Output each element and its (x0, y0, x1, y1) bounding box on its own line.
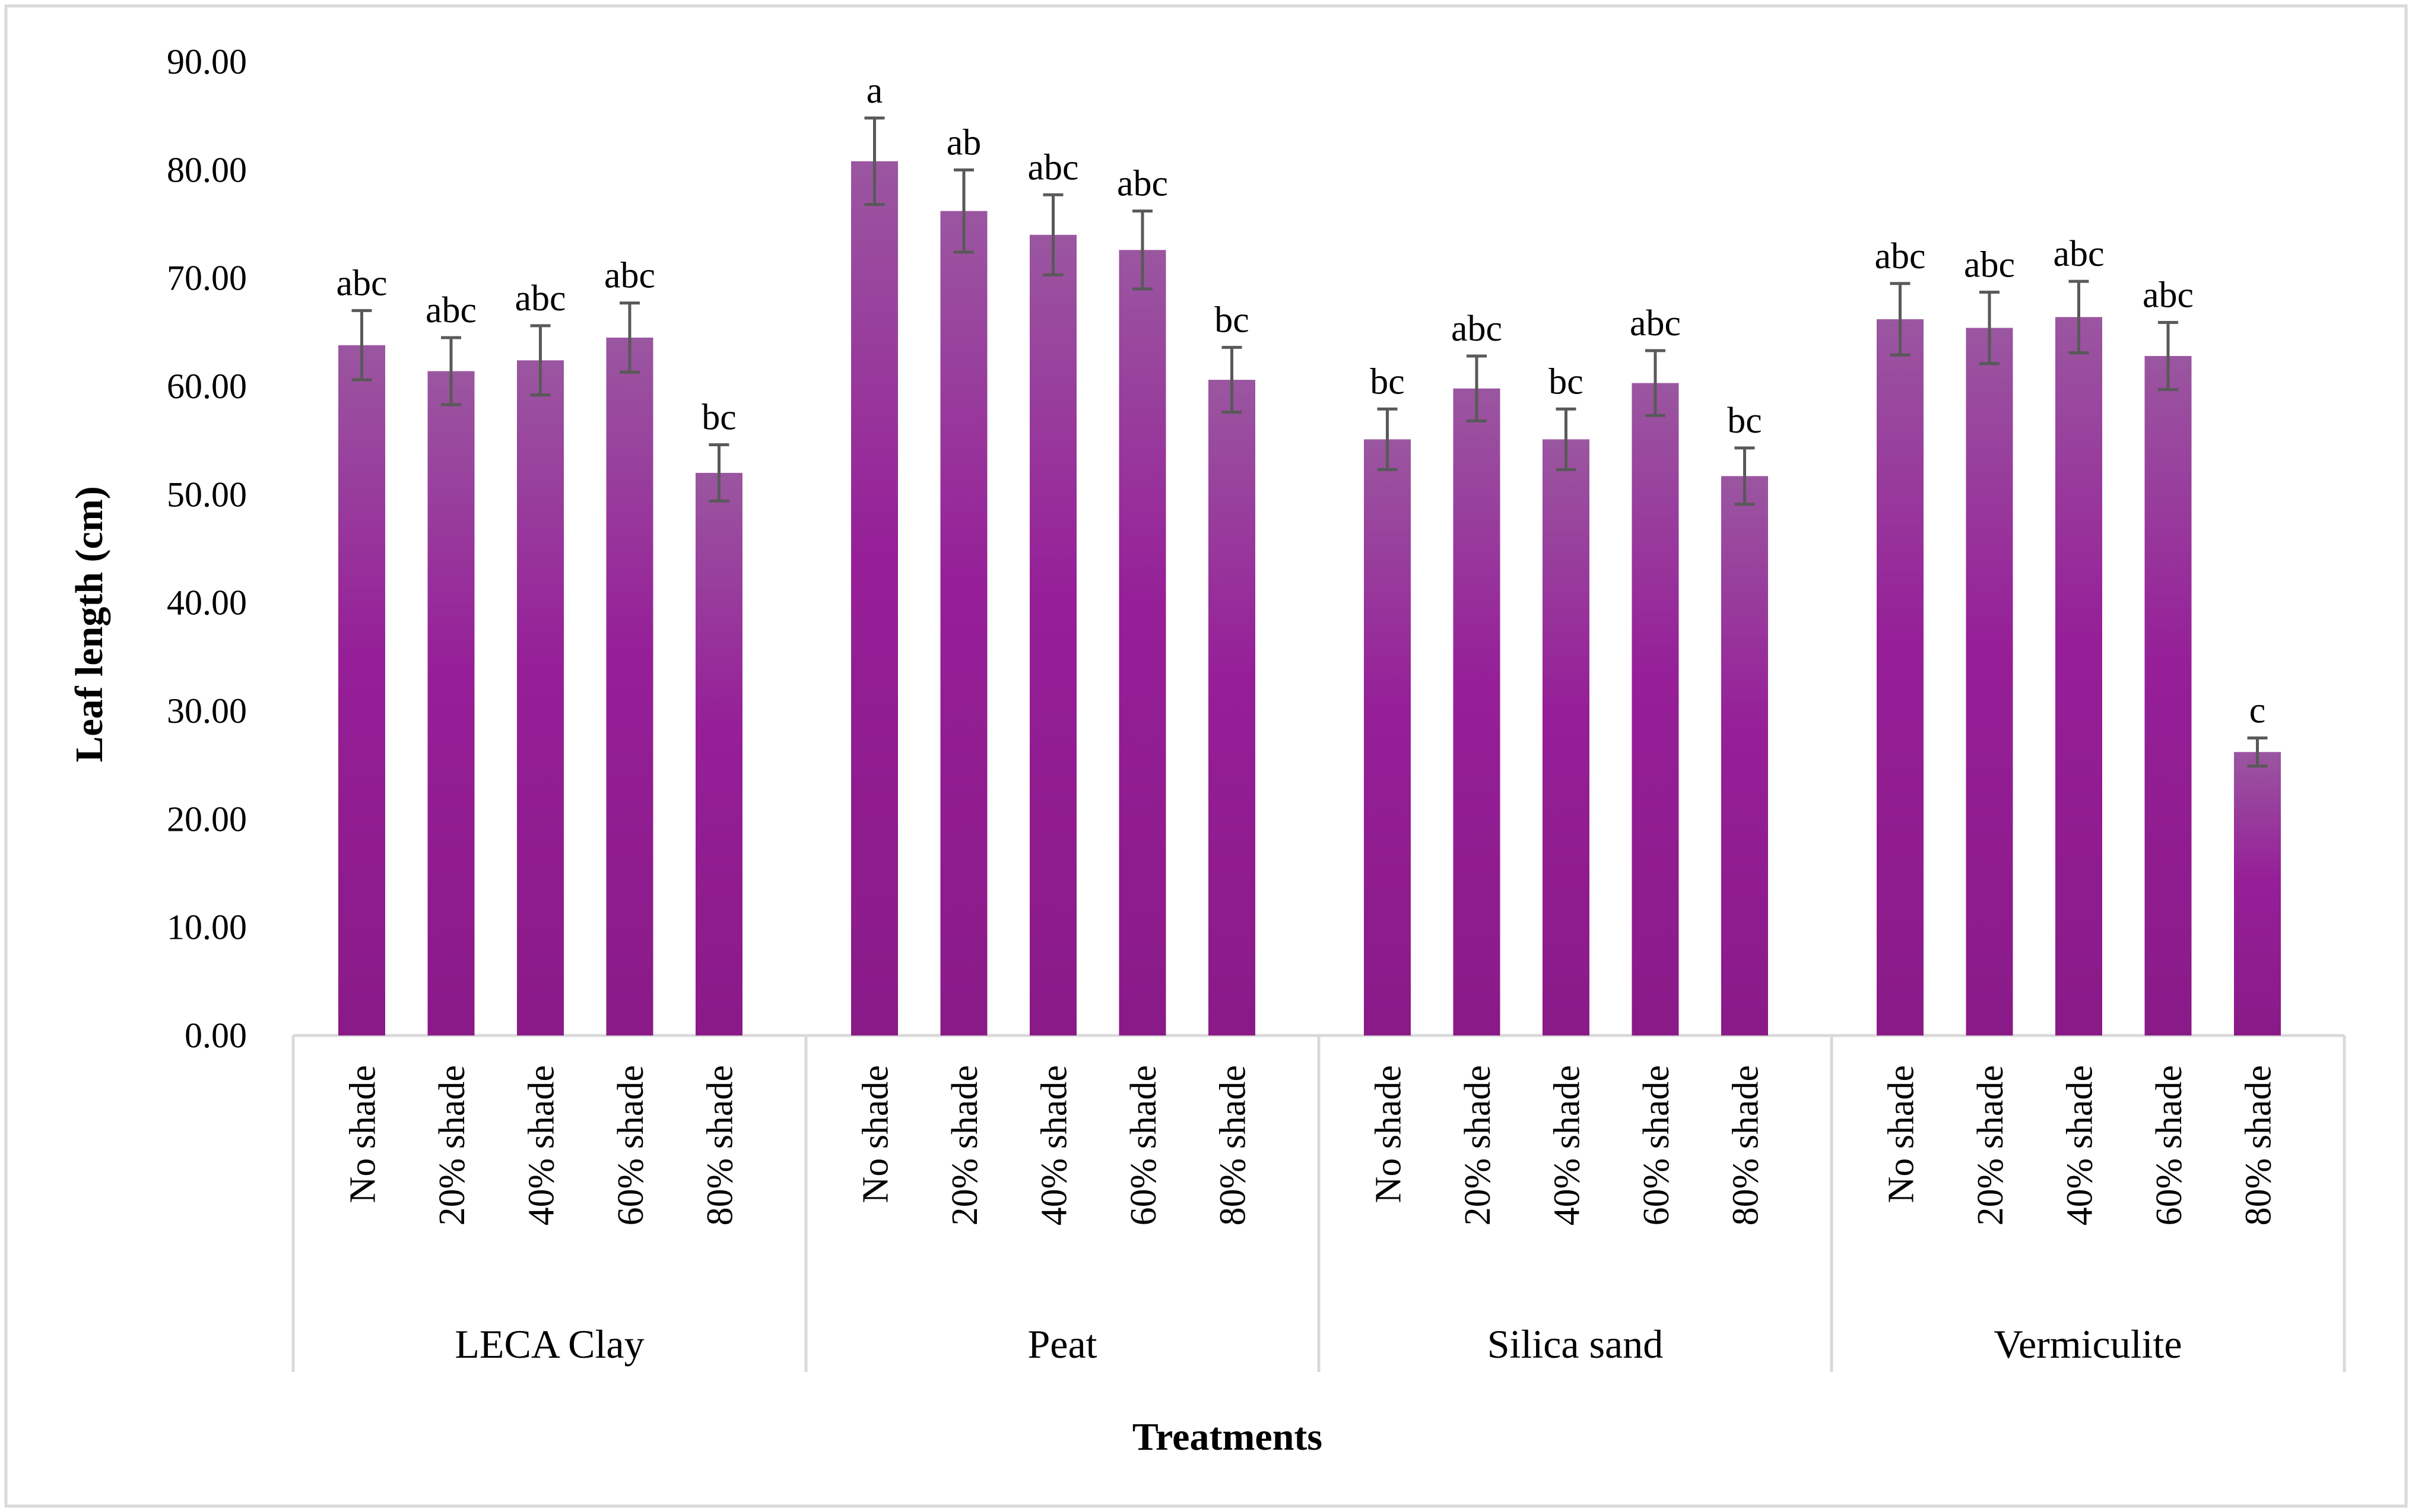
x-tick-label: 40% shade (1547, 1065, 1588, 1225)
x-tick-label: 40% shade (522, 1065, 562, 1225)
bar (1453, 388, 1500, 1035)
x-tick-label: 40% shade (2060, 1065, 2100, 1225)
x-tick-label: No shade (1881, 1065, 1922, 1203)
significance-letter: abc (1117, 164, 1168, 204)
significance-letter: abc (1874, 236, 1925, 277)
y-tick-label: 90.00 (167, 42, 247, 81)
x-tick-label: 80% shade (1213, 1065, 1253, 1225)
x-tick-label: 80% shade (2239, 1065, 2279, 1225)
significance-letter: bc (1214, 300, 1249, 340)
bar (1208, 380, 1255, 1035)
x-tick-label: 20% shade (1458, 1065, 1498, 1225)
y-tick-label: 10.00 (167, 908, 247, 947)
y-tick-label: 70.00 (167, 259, 247, 298)
group-label: LECA Clay (455, 1322, 644, 1367)
significance-letter: a (867, 71, 883, 111)
bar (427, 371, 475, 1035)
group-label: Vermiculite (1994, 1322, 2182, 1367)
bar (338, 345, 385, 1035)
x-tick-label: 60% shade (1636, 1065, 1677, 1225)
bar (1030, 234, 1077, 1035)
y-tick-label: 50.00 (167, 475, 247, 514)
x-tick-label: 20% shade (945, 1065, 985, 1225)
significance-letter: bc (1548, 361, 1583, 402)
significance-letter: abc (1964, 244, 2015, 285)
y-tick-label: 60.00 (167, 367, 247, 406)
bar (1364, 439, 1411, 1035)
x-tick-label: 40% shade (1034, 1065, 1075, 1225)
bar (2144, 355, 2192, 1035)
significance-letter: abc (604, 256, 655, 296)
significance-letter: abc (515, 278, 566, 319)
bar (2055, 317, 2102, 1035)
bar (1543, 439, 1589, 1035)
bar (1119, 250, 1166, 1035)
bar (940, 211, 988, 1035)
significance-letter: abc (426, 290, 477, 331)
x-tick-label: 80% shade (700, 1065, 741, 1225)
bar (1721, 476, 1768, 1035)
bar (1632, 383, 1679, 1035)
y-axis-title: Leaf length (cm) (68, 486, 111, 763)
significance-letter: ab (947, 122, 982, 163)
x-tick-label: No shade (343, 1065, 383, 1203)
group-label: Peat (1027, 1322, 1097, 1367)
group-label: Silica sand (1487, 1322, 1664, 1367)
bar (2234, 752, 2281, 1035)
y-tick-label: 0.00 (185, 1016, 247, 1055)
significance-letter: bc (1370, 361, 1405, 402)
significance-letter: c (2249, 691, 2266, 731)
significance-letter: abc (1027, 147, 1078, 188)
x-axis-title: Treatments (1132, 1415, 1322, 1459)
significance-letter: bc (702, 397, 737, 437)
significance-letter: abc (1451, 309, 1502, 349)
bar (1966, 328, 2013, 1035)
bar (696, 472, 742, 1035)
significance-letter: abc (2143, 275, 2194, 315)
significance-letter: abc (1630, 303, 1681, 344)
x-tick-label: 20% shade (432, 1065, 472, 1225)
bar (1877, 319, 1924, 1035)
y-tick-label: 80.00 (167, 150, 247, 189)
x-tick-label: 60% shade (1124, 1065, 1164, 1225)
significance-letter: abc (336, 263, 387, 303)
y-tick-label: 40.00 (167, 583, 247, 622)
significance-letter: bc (1727, 401, 1762, 441)
x-tick-label: 60% shade (2149, 1065, 2189, 1225)
x-tick-label: 80% shade (1726, 1065, 1766, 1225)
y-tick-label: 20.00 (167, 799, 247, 838)
x-tick-label: No shade (856, 1065, 896, 1203)
x-tick-label: No shade (1369, 1065, 1409, 1203)
x-tick-label: 60% shade (611, 1065, 651, 1225)
bar (606, 337, 653, 1036)
y-tick-label: 30.00 (167, 691, 247, 730)
x-tick-label: 20% shade (1970, 1065, 2011, 1225)
significance-letter: abc (2053, 234, 2104, 274)
bar (851, 161, 898, 1035)
bar (517, 360, 564, 1035)
